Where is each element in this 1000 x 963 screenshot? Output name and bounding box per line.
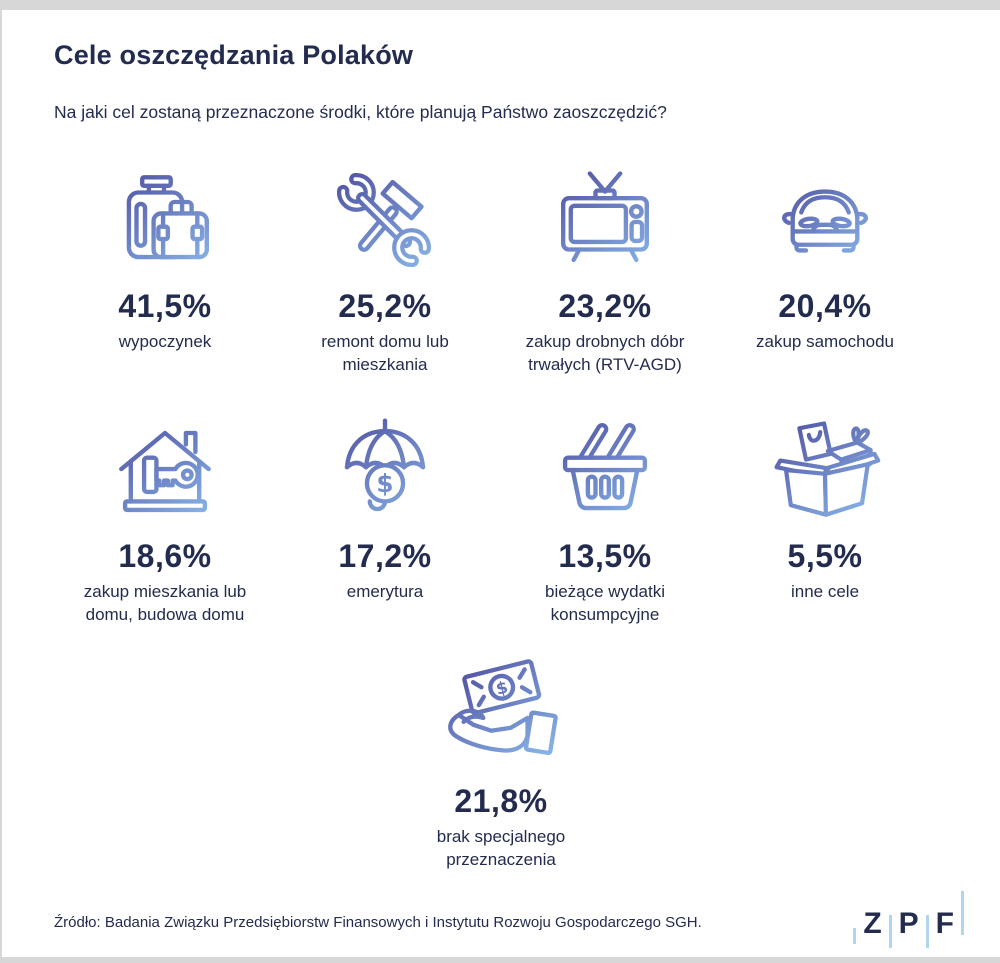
- stat-label: remont domu lub mieszkania: [321, 332, 449, 374]
- infographic-card: Cele oszczędzania Polaków Na jaki cel zo…: [2, 10, 1000, 957]
- stat-item-inne-cele: 5,5% inne cele: [715, 410, 935, 627]
- stat-label: emerytura: [346, 582, 424, 601]
- stat-item-remont: 25,2% remont domu lub mieszkania: [275, 160, 495, 377]
- car-icon: [768, 160, 882, 278]
- money-in-hand-icon: $: [442, 655, 560, 773]
- stat-value: 25,2%: [338, 288, 432, 324]
- stat-value: 18,6%: [118, 538, 212, 574]
- stats-row-1: 41,5% wypoczynek: [55, 160, 949, 377]
- stat-value: 20,4%: [778, 288, 872, 324]
- stat-label: zakup drobnych dóbr trwałych (RTV-AGD): [525, 332, 685, 374]
- stat-item-wydatki: 13,5% bieżące wydatki konsumpcyjne: [495, 410, 715, 627]
- logo-bar: [853, 928, 857, 944]
- umbrella-dollar-icon: $: [328, 410, 442, 528]
- stat-value: 21,8%: [454, 783, 548, 819]
- stat-item-brak-przeznaczenia: $ 21,8% brak specjalnego przeznaczenia: [371, 655, 631, 872]
- stat-label: zakup mieszkania lub domu, budowa domu: [83, 582, 247, 624]
- stat-item-emerytura: $ 17,2% emerytura: [275, 410, 495, 627]
- tv-icon: [548, 160, 662, 278]
- stat-item-rtv-agd: 23,2% zakup drobnych dóbr trwałych (RTV-…: [495, 160, 715, 377]
- stat-value: 5,5%: [787, 538, 863, 574]
- stat-label: bieżące wydatki konsumpcyjne: [544, 582, 665, 624]
- source-note: Źródło: Badania Związku Przedsiębiorstw …: [54, 914, 702, 931]
- zpf-logo: Z P F: [853, 889, 964, 948]
- stat-value: 23,2%: [558, 288, 652, 324]
- logo-bar: [888, 915, 892, 948]
- stat-label: brak specjalnego przeznaczenia: [436, 827, 566, 869]
- logo-letter-z: Z: [863, 907, 882, 940]
- stat-label: inne cele: [790, 582, 860, 601]
- stat-value: 13,5%: [558, 538, 652, 574]
- logo-bar: [961, 891, 964, 935]
- survey-question: Na jaki cel zostaną przeznaczone środki,…: [54, 102, 667, 122]
- luggage-icon: [108, 160, 222, 278]
- footer: Źródło: Badania Związku Przedsiębiorstw …: [54, 889, 964, 948]
- stat-value: 41,5%: [118, 288, 212, 324]
- stat-item-wypoczynek: 41,5% wypoczynek: [55, 160, 275, 377]
- page-title: Cele oszczędzania Polaków: [54, 40, 414, 70]
- house-key-icon: [108, 410, 222, 528]
- tools-icon: [328, 160, 442, 278]
- stat-item-samochod: 20,4% zakup samochodu: [715, 160, 935, 377]
- svg-text:$: $: [494, 677, 510, 699]
- logo-bar: [925, 915, 929, 948]
- stats-row-3: $ 21,8% brak specjalnego przeznaczenia: [2, 655, 1000, 872]
- stat-item-mieszkanie: 18,6% zakup mieszkania lub domu, budowa …: [55, 410, 275, 627]
- open-box-gifts-icon: [768, 410, 882, 528]
- logo-letter-f: F: [935, 907, 954, 940]
- stat-label: zakup samochodu: [756, 332, 894, 351]
- shopping-basket-icon: [548, 410, 662, 528]
- stat-label: wypoczynek: [118, 332, 212, 351]
- stats-row-2: 18,6% zakup mieszkania lub domu, budowa …: [55, 410, 949, 627]
- stat-value: 17,2%: [338, 538, 432, 574]
- logo-letter-p: P: [898, 907, 919, 940]
- svg-text:$: $: [376, 469, 393, 498]
